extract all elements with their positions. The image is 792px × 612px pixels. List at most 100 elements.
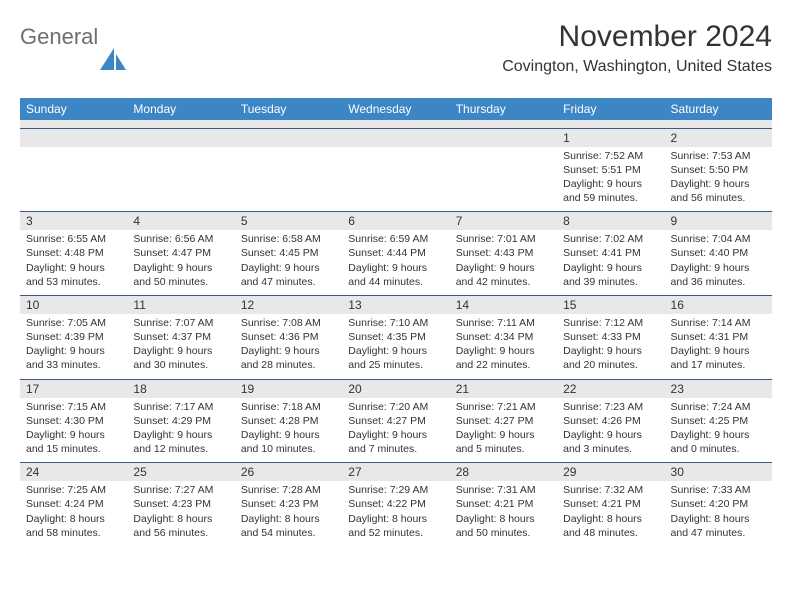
sunset-text: Sunset: 4:23 PM [133, 497, 228, 511]
daylight-text: Daylight: 9 hours [671, 261, 766, 275]
sunset-text: Sunset: 4:44 PM [348, 246, 443, 260]
sunrise-text: Sunrise: 7:33 AM [671, 483, 766, 497]
day-number [235, 128, 342, 147]
sunset-text: Sunset: 4:47 PM [133, 246, 228, 260]
daylight-text: Daylight: 8 hours [671, 512, 766, 526]
sunset-text: Sunset: 4:35 PM [348, 330, 443, 344]
daylight-text: and 50 minutes. [456, 526, 551, 540]
day-detail: Sunrise: 7:23 AMSunset: 4:26 PMDaylight:… [557, 398, 664, 463]
daylight-text: Daylight: 9 hours [671, 177, 766, 191]
sunset-text: Sunset: 4:25 PM [671, 414, 766, 428]
sunset-text: Sunset: 4:27 PM [456, 414, 551, 428]
day-number: 12 [235, 295, 342, 314]
daylight-text: and 39 minutes. [563, 275, 658, 289]
day-number: 30 [665, 463, 772, 482]
location-text: Covington, Washington, United States [502, 58, 772, 76]
daylight-text: Daylight: 9 hours [241, 428, 336, 442]
logo-word1: General [20, 26, 98, 48]
sunrise-text: Sunrise: 7:08 AM [241, 316, 336, 330]
daylight-text: and 7 minutes. [348, 442, 443, 456]
header: General Blue November 2024 Covington, Wa… [20, 20, 772, 92]
daylight-text: and 58 minutes. [26, 526, 121, 540]
day-number [127, 128, 234, 147]
daylight-text: and 56 minutes. [671, 191, 766, 205]
day-number: 4 [127, 212, 234, 231]
sunset-text: Sunset: 4:22 PM [348, 497, 443, 511]
sunrise-text: Sunrise: 6:55 AM [26, 232, 121, 246]
daylight-text: and 59 minutes. [563, 191, 658, 205]
day-number: 13 [342, 295, 449, 314]
daylight-text: and 0 minutes. [671, 442, 766, 456]
sunrise-text: Sunrise: 7:15 AM [26, 400, 121, 414]
day-number: 26 [235, 463, 342, 482]
sunrise-text: Sunrise: 7:10 AM [348, 316, 443, 330]
sunset-text: Sunset: 4:45 PM [241, 246, 336, 260]
sunset-text: Sunset: 4:21 PM [563, 497, 658, 511]
daylight-text: Daylight: 9 hours [563, 177, 658, 191]
day-detail: Sunrise: 7:07 AMSunset: 4:37 PMDaylight:… [127, 314, 234, 379]
sunset-text: Sunset: 4:48 PM [26, 246, 121, 260]
sunrise-text: Sunrise: 7:32 AM [563, 483, 658, 497]
sunrise-text: Sunrise: 7:23 AM [563, 400, 658, 414]
day-number: 20 [342, 379, 449, 398]
daylight-text: Daylight: 9 hours [348, 428, 443, 442]
daylight-text: and 54 minutes. [241, 526, 336, 540]
day-detail: Sunrise: 6:58 AMSunset: 4:45 PMDaylight:… [235, 230, 342, 295]
daylight-text: and 56 minutes. [133, 526, 228, 540]
day-number: 5 [235, 212, 342, 231]
day-number: 24 [20, 463, 127, 482]
day-detail: Sunrise: 7:12 AMSunset: 4:33 PMDaylight:… [557, 314, 664, 379]
daylight-text: Daylight: 9 hours [241, 344, 336, 358]
daylight-text: and 5 minutes. [456, 442, 551, 456]
daylight-text: and 20 minutes. [563, 358, 658, 372]
day-number: 17 [20, 379, 127, 398]
daynum-row: 17181920212223 [20, 379, 772, 398]
detail-row: Sunrise: 7:25 AMSunset: 4:24 PMDaylight:… [20, 481, 772, 546]
daylight-text: and 42 minutes. [456, 275, 551, 289]
daylight-text: Daylight: 8 hours [133, 512, 228, 526]
sunrise-text: Sunrise: 7:27 AM [133, 483, 228, 497]
day-number: 2 [665, 128, 772, 147]
day-header-row: Sunday Monday Tuesday Wednesday Thursday… [20, 98, 772, 120]
daylight-text: and 30 minutes. [133, 358, 228, 372]
day-detail: Sunrise: 7:02 AMSunset: 4:41 PMDaylight:… [557, 230, 664, 295]
day-detail [342, 147, 449, 212]
daylight-text: Daylight: 8 hours [456, 512, 551, 526]
calendar-table: Sunday Monday Tuesday Wednesday Thursday… [20, 98, 772, 546]
day-detail: Sunrise: 7:28 AMSunset: 4:23 PMDaylight:… [235, 481, 342, 546]
logo-sail-icon [100, 48, 126, 70]
daynum-row: 12 [20, 128, 772, 147]
day-number: 23 [665, 379, 772, 398]
sunrise-text: Sunrise: 7:11 AM [456, 316, 551, 330]
sunset-text: Sunset: 4:29 PM [133, 414, 228, 428]
day-header: Tuesday [235, 98, 342, 120]
day-detail: Sunrise: 7:53 AMSunset: 5:50 PMDaylight:… [665, 147, 772, 212]
sunrise-text: Sunrise: 7:04 AM [671, 232, 766, 246]
daylight-text: Daylight: 9 hours [456, 428, 551, 442]
day-detail: Sunrise: 7:05 AMSunset: 4:39 PMDaylight:… [20, 314, 127, 379]
daylight-text: and 48 minutes. [563, 526, 658, 540]
day-number: 18 [127, 379, 234, 398]
daylight-text: and 10 minutes. [241, 442, 336, 456]
day-detail: Sunrise: 7:18 AMSunset: 4:28 PMDaylight:… [235, 398, 342, 463]
daylight-text: and 44 minutes. [348, 275, 443, 289]
sunrise-text: Sunrise: 7:07 AM [133, 316, 228, 330]
sunset-text: Sunset: 4:33 PM [563, 330, 658, 344]
month-title: November 2024 [502, 20, 772, 54]
daylight-text: Daylight: 9 hours [241, 261, 336, 275]
sunset-text: Sunset: 4:40 PM [671, 246, 766, 260]
day-detail: Sunrise: 7:24 AMSunset: 4:25 PMDaylight:… [665, 398, 772, 463]
day-number: 25 [127, 463, 234, 482]
sunset-text: Sunset: 4:34 PM [456, 330, 551, 344]
daylight-text: and 3 minutes. [563, 442, 658, 456]
sunset-text: Sunset: 4:20 PM [671, 497, 766, 511]
day-detail: Sunrise: 7:27 AMSunset: 4:23 PMDaylight:… [127, 481, 234, 546]
sunrise-text: Sunrise: 7:53 AM [671, 149, 766, 163]
sunset-text: Sunset: 5:50 PM [671, 163, 766, 177]
daylight-text: Daylight: 9 hours [563, 344, 658, 358]
day-number: 29 [557, 463, 664, 482]
sunrise-text: Sunrise: 7:14 AM [671, 316, 766, 330]
day-detail: Sunrise: 7:01 AMSunset: 4:43 PMDaylight:… [450, 230, 557, 295]
day-detail: Sunrise: 7:17 AMSunset: 4:29 PMDaylight:… [127, 398, 234, 463]
daylight-text: and 22 minutes. [456, 358, 551, 372]
